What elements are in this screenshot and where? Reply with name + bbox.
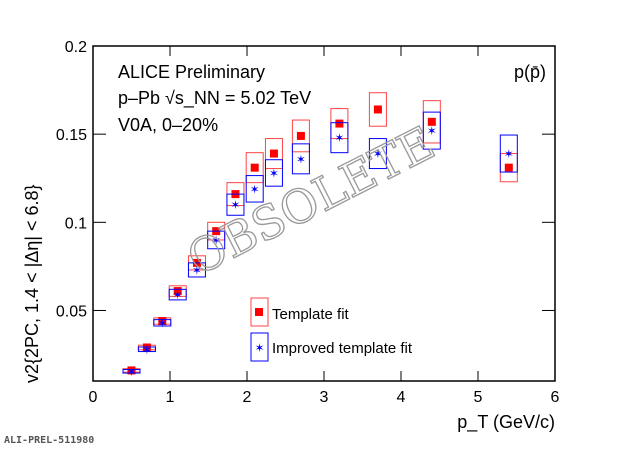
improved-fit-point: ✶ [126,365,136,379]
annotation-centrality: V0A, 0–20% [118,115,218,135]
improved-fit-point: ✶ [192,263,202,277]
syst-box [122,369,141,374]
legend-improved-marker: ✶ [254,341,264,355]
template-fit-point [173,287,182,296]
footer-label: ALI-PREL-511980 [4,435,94,446]
y-tick-label: 0.1 [65,215,87,232]
syst-box [226,193,245,216]
syst-box [245,152,264,184]
legend-template-marker [255,308,263,316]
syst-box [499,134,518,173]
syst-box [137,346,156,353]
template-fit-point [504,163,513,172]
syst-box [187,262,206,278]
syst-box [207,230,226,250]
syst-box [368,138,387,170]
improved-fit-point: ✶ [504,147,514,161]
syst-box [422,111,441,150]
improved-fit-point: ✶ [269,166,279,180]
legend-template-box [250,297,269,327]
improved-fit-point: ✶ [230,198,240,212]
x-tick-label: 2 [243,389,252,406]
syst-box [264,138,283,170]
syst-box [330,122,349,154]
x-tick-label: 6 [551,389,560,406]
improved-fit-point: ✶ [373,147,383,161]
improved-fit-point: ✶ [142,343,152,357]
syst-box [168,288,187,301]
template-fit-point [335,119,344,128]
x-tick-label: 4 [397,389,406,406]
improved-fit-point: ✶ [157,316,167,330]
y-axis-label: v2{2PC, 1.4 < |Δη| < 6.8} [22,184,42,383]
y-tick-label: 0.05 [56,303,87,320]
syst-box [245,175,264,203]
legend: Template fit ✶ Improved template fit [250,297,413,362]
x-tick-label: 0 [89,389,98,406]
syst-box [291,119,310,153]
syst-box [153,319,172,327]
improved-fit-point: ✶ [211,233,221,247]
template-fit-point [158,317,167,326]
improved-fit-point: ✶ [296,152,306,166]
template-fit-point [142,343,151,352]
annotation-system: p–Pb √s_NN = 5.02 TeV [118,88,311,109]
template-fit-point [296,131,305,140]
syst-box [291,143,310,175]
watermark: OBSOLETE [179,116,443,286]
x-tick-label: 3 [320,389,329,406]
improved-fit-point: ✶ [250,182,260,196]
annotation-alice: ALICE Preliminary [118,62,265,82]
syst-box [264,159,283,187]
annotation-species: p(p̄) [514,62,546,82]
improved-fit-point: ✶ [427,124,437,138]
legend-template-label: Template fit [272,306,350,323]
x-tick-label: 5 [474,389,483,406]
improved-fit-point: ✶ [173,288,183,302]
improved-fit-point: ✶ [334,131,344,145]
template-fit-point [373,105,382,114]
x-tick-label: 1 [166,389,175,406]
y-tick-label: 0.15 [56,127,87,144]
y-tick-label: 0.2 [65,39,87,56]
legend-improved-label: Improved template fit [272,340,413,357]
template-fit-point [250,163,259,172]
template-fit-point [127,366,136,375]
x-axis-label: p_T (GeV/c) [457,412,555,433]
legend-improved-box [250,332,269,362]
template-fit-point [427,117,436,126]
syst-box [368,92,387,127]
template-fit-point [269,149,278,158]
